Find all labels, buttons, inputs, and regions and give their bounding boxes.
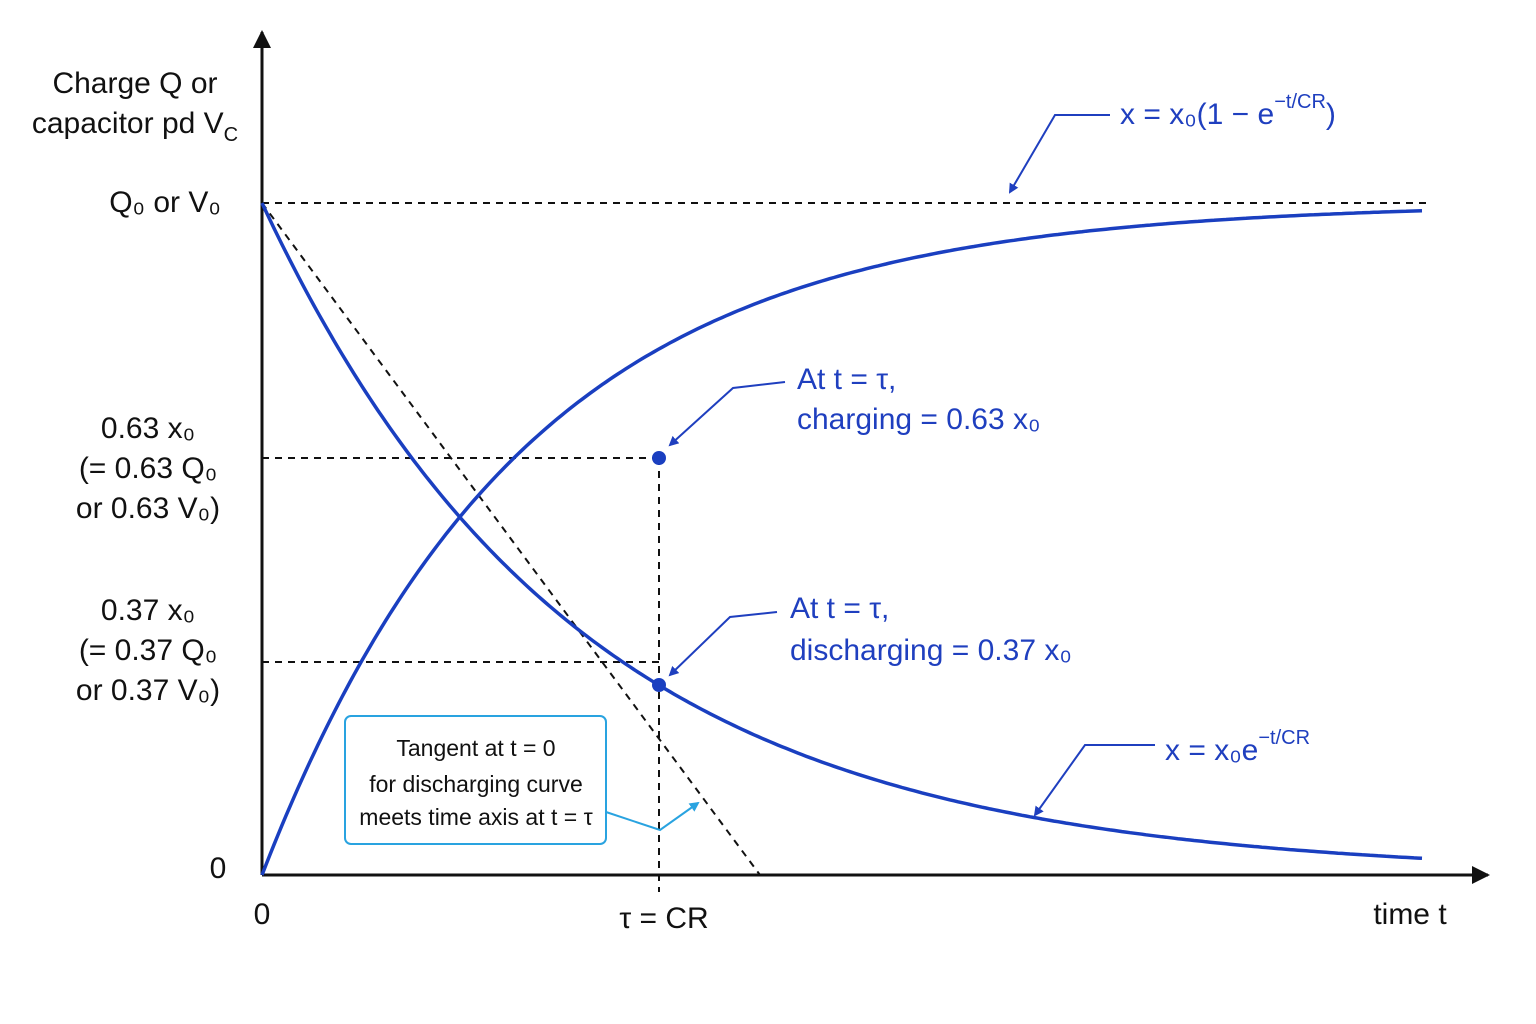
text: −t/CR (1274, 91, 1326, 113)
y-label: 0.63 x₀ (101, 412, 195, 445)
tangent (261, 202, 761, 876)
y-label: or 0.37 V₀) (76, 674, 220, 707)
note: At t = τ, (797, 363, 896, 396)
text: capacitor pd V (32, 107, 224, 140)
note-box (344, 715, 607, 845)
y-axis-label: capacitor pd VC (32, 107, 238, 146)
note: meets time axis at t = τ (359, 804, 592, 830)
discharging-point (652, 678, 666, 692)
arrow (668, 381, 786, 447)
note: charging = 0.63 x₀ (797, 403, 1040, 436)
y-label: (= 0.63 Q₀ (79, 452, 217, 485)
charging-formula: x = x₀(1 − e−t/CR) (1120, 91, 1336, 131)
arrow (668, 611, 778, 677)
y-label: or 0.63 V₀) (76, 492, 220, 525)
x-label: 0 (254, 898, 271, 931)
y-label: 0.37 x₀ (101, 594, 195, 627)
note: Tangent at t = 0 (396, 735, 555, 761)
text: C (224, 124, 238, 146)
note: discharging = 0.37 x₀ (790, 634, 1072, 667)
text: x = x₀e (1165, 734, 1258, 767)
arrow (1008, 114, 1110, 194)
charging-curve (260, 209, 1423, 876)
text: ) (1326, 98, 1336, 131)
x-label: τ = CR (619, 902, 708, 935)
discharging-curve (260, 202, 1423, 861)
note: At t = τ, (790, 592, 889, 625)
y-label: Q₀ or V₀ (109, 186, 221, 219)
text: x = x₀(1 − e (1120, 98, 1274, 131)
y-label: 0 (210, 852, 227, 885)
arrow (605, 801, 700, 832)
y-label: (= 0.37 Q₀ (79, 634, 217, 667)
text: −t/CR (1258, 727, 1310, 749)
charging-point (652, 451, 666, 465)
x-label: time t (1373, 898, 1447, 931)
note: for discharging curve (369, 771, 583, 797)
arrow (1033, 744, 1155, 817)
discharging-formula: x = x₀e−t/CR (1165, 727, 1310, 767)
y-axis-label: Charge Q or (52, 67, 217, 100)
